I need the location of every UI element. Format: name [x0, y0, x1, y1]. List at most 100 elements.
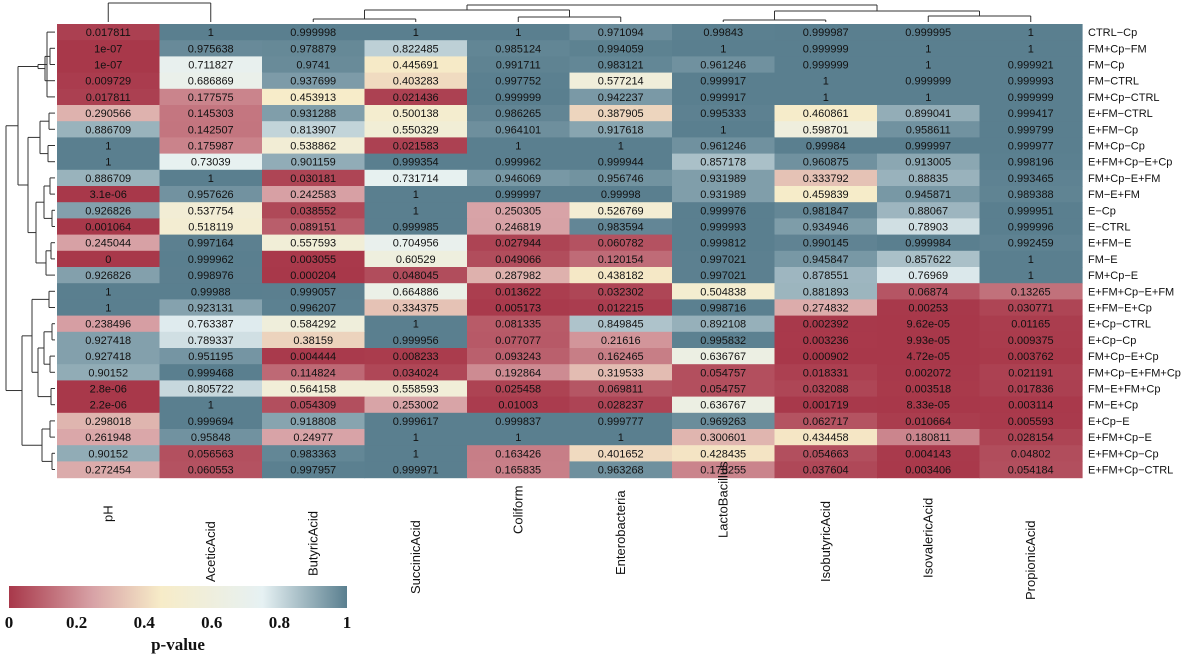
- cell-value-label: 0.999999: [803, 43, 849, 55]
- heatmap-cell: [774, 218, 878, 236]
- heatmap-cell: [877, 24, 981, 41]
- heatmap-cell: [569, 153, 673, 171]
- heatmap-cell: [672, 72, 776, 90]
- heatmap-cell: [467, 445, 571, 462]
- row-label: E−Cp: [1088, 205, 1116, 217]
- cell-value-label: 0.999468: [188, 367, 234, 379]
- heatmap-cell: [262, 315, 366, 333]
- cell-value-label: 0.945847: [803, 254, 849, 266]
- column-label: IsobutyricAcid: [818, 501, 833, 582]
- heatmap-cell: [159, 250, 263, 268]
- heatmap-cell: [262, 234, 366, 252]
- cell-value-label: 0.978879: [290, 43, 336, 55]
- heatmap-cell: [569, 72, 673, 90]
- cell-value-label: 0.999694: [188, 416, 234, 428]
- row-label: E+FM+Cp−Cp: [1088, 448, 1159, 460]
- heatmap-cell: [672, 299, 776, 317]
- heatmap-cell: [672, 315, 776, 333]
- cell-value-label: 0.021191: [1008, 367, 1053, 379]
- heatmap-cell: [467, 56, 571, 74]
- heatmap-cell: [569, 24, 673, 41]
- heatmap-cell: [159, 40, 263, 57]
- cell-value-label: 0.993465: [1008, 173, 1054, 185]
- heatmap-cell: [672, 380, 776, 398]
- cell-value-label: 1: [823, 92, 829, 104]
- heatmap-cell: [467, 412, 571, 430]
- heatmap-cell: [364, 461, 468, 479]
- cell-value-label: 0.999996: [1008, 222, 1054, 234]
- cell-value-label: 0.951195: [188, 351, 233, 363]
- row-label: E+FM+Cp−E+FM: [1088, 286, 1174, 298]
- heatmap-cell: [467, 137, 571, 155]
- heatmap-cell: [57, 299, 161, 317]
- heatmap-cell: [467, 429, 571, 446]
- cell-value-label: 0.01003: [498, 400, 538, 412]
- heatmap-cell: [364, 348, 468, 365]
- heatmap-cell: [364, 121, 468, 138]
- row-dendrogram: [5, 31, 55, 470]
- heatmap-cell: [672, 445, 776, 462]
- heatmap-cell: [159, 380, 263, 398]
- cell-value-label: 1: [1028, 27, 1034, 39]
- cell-value-label: 0.999354: [393, 157, 439, 169]
- cell-value-label: 0.99984: [806, 141, 846, 153]
- cell-value-label: 0.763387: [188, 319, 234, 331]
- cell-value-label: 0.564158: [290, 384, 336, 396]
- heatmap-cell: [979, 56, 1083, 74]
- heatmap-cell: [159, 169, 263, 187]
- heatmap-cell: [877, 364, 981, 381]
- cell-value-label: 1: [925, 43, 931, 55]
- row-label: E+Cp−Cp: [1088, 335, 1136, 347]
- cell-value-label: 0.034024: [393, 367, 439, 379]
- cell-value-label: 0.999999: [495, 92, 541, 104]
- heatmap-cell: [877, 137, 981, 155]
- cell-value-label: 0.434458: [803, 432, 849, 444]
- cell-value-label: 0.931989: [700, 173, 746, 185]
- heatmap-cell: [262, 250, 366, 268]
- heatmap-cell: [262, 429, 366, 446]
- cell-value-label: 1e-07: [94, 43, 122, 55]
- cell-value-label: 0.999917: [700, 92, 746, 104]
- cell-value-label: 0.00253: [908, 303, 948, 315]
- heatmap-cell: [774, 412, 878, 430]
- cell-value-label: 0.114824: [291, 367, 336, 379]
- heatmap-cell: [467, 461, 571, 479]
- row-labels: CTRL−Cp FM+Cp−FM FM−Cp FM−CTRL FM+Cp−CTRL E+F…: [1088, 27, 1181, 476]
- cell-value-label: 1: [105, 141, 111, 153]
- heatmap-cell: [672, 202, 776, 219]
- cell-value-label: 0.95848: [191, 432, 231, 444]
- cell-value-label: 0.038552: [290, 205, 336, 217]
- cell-value-label: 0.73039: [191, 157, 231, 169]
- heatmap-cell: [467, 169, 571, 187]
- heatmap-cell: [467, 250, 571, 268]
- cell-value-label: 0.245044: [85, 238, 131, 250]
- heatmap-cell: [774, 24, 878, 41]
- heatmap-cell: [57, 461, 161, 479]
- heatmap-cell: [979, 186, 1083, 203]
- cell-value-label: 0.445691: [393, 60, 439, 72]
- heatmap-cell: [262, 24, 366, 41]
- heatmap-cell: [262, 299, 366, 317]
- heatmap-cell: [979, 250, 1083, 268]
- heatmap-cell: [569, 105, 673, 122]
- heatmap-cell: [672, 153, 776, 171]
- heatmap-cell: [467, 24, 571, 41]
- heatmap-cell: [672, 40, 776, 57]
- heatmap-cell: [569, 396, 673, 414]
- cell-value-label: 1: [413, 189, 419, 201]
- heatmap-cell: [262, 461, 366, 479]
- heatmap-cell: [159, 429, 263, 446]
- cell-value-label: 0.13265: [1011, 286, 1051, 298]
- row-label: E+FM+Cp−E+Cp: [1088, 157, 1172, 169]
- cell-value-label: 0.999799: [1008, 124, 1054, 136]
- heatmap-cell: [672, 121, 776, 138]
- cell-value-label: 1: [413, 205, 419, 217]
- heatmap-cell: [467, 105, 571, 122]
- heatmap-cell: [467, 396, 571, 414]
- cell-value-label: 0.999617: [393, 416, 439, 428]
- heatmap-cell: [774, 40, 878, 57]
- cell-value-label: 0.000204: [290, 270, 336, 282]
- row-label: E+Cp−E: [1088, 416, 1130, 428]
- cell-value-label: 0.062717: [803, 416, 849, 428]
- heatmap-cell: [159, 88, 263, 106]
